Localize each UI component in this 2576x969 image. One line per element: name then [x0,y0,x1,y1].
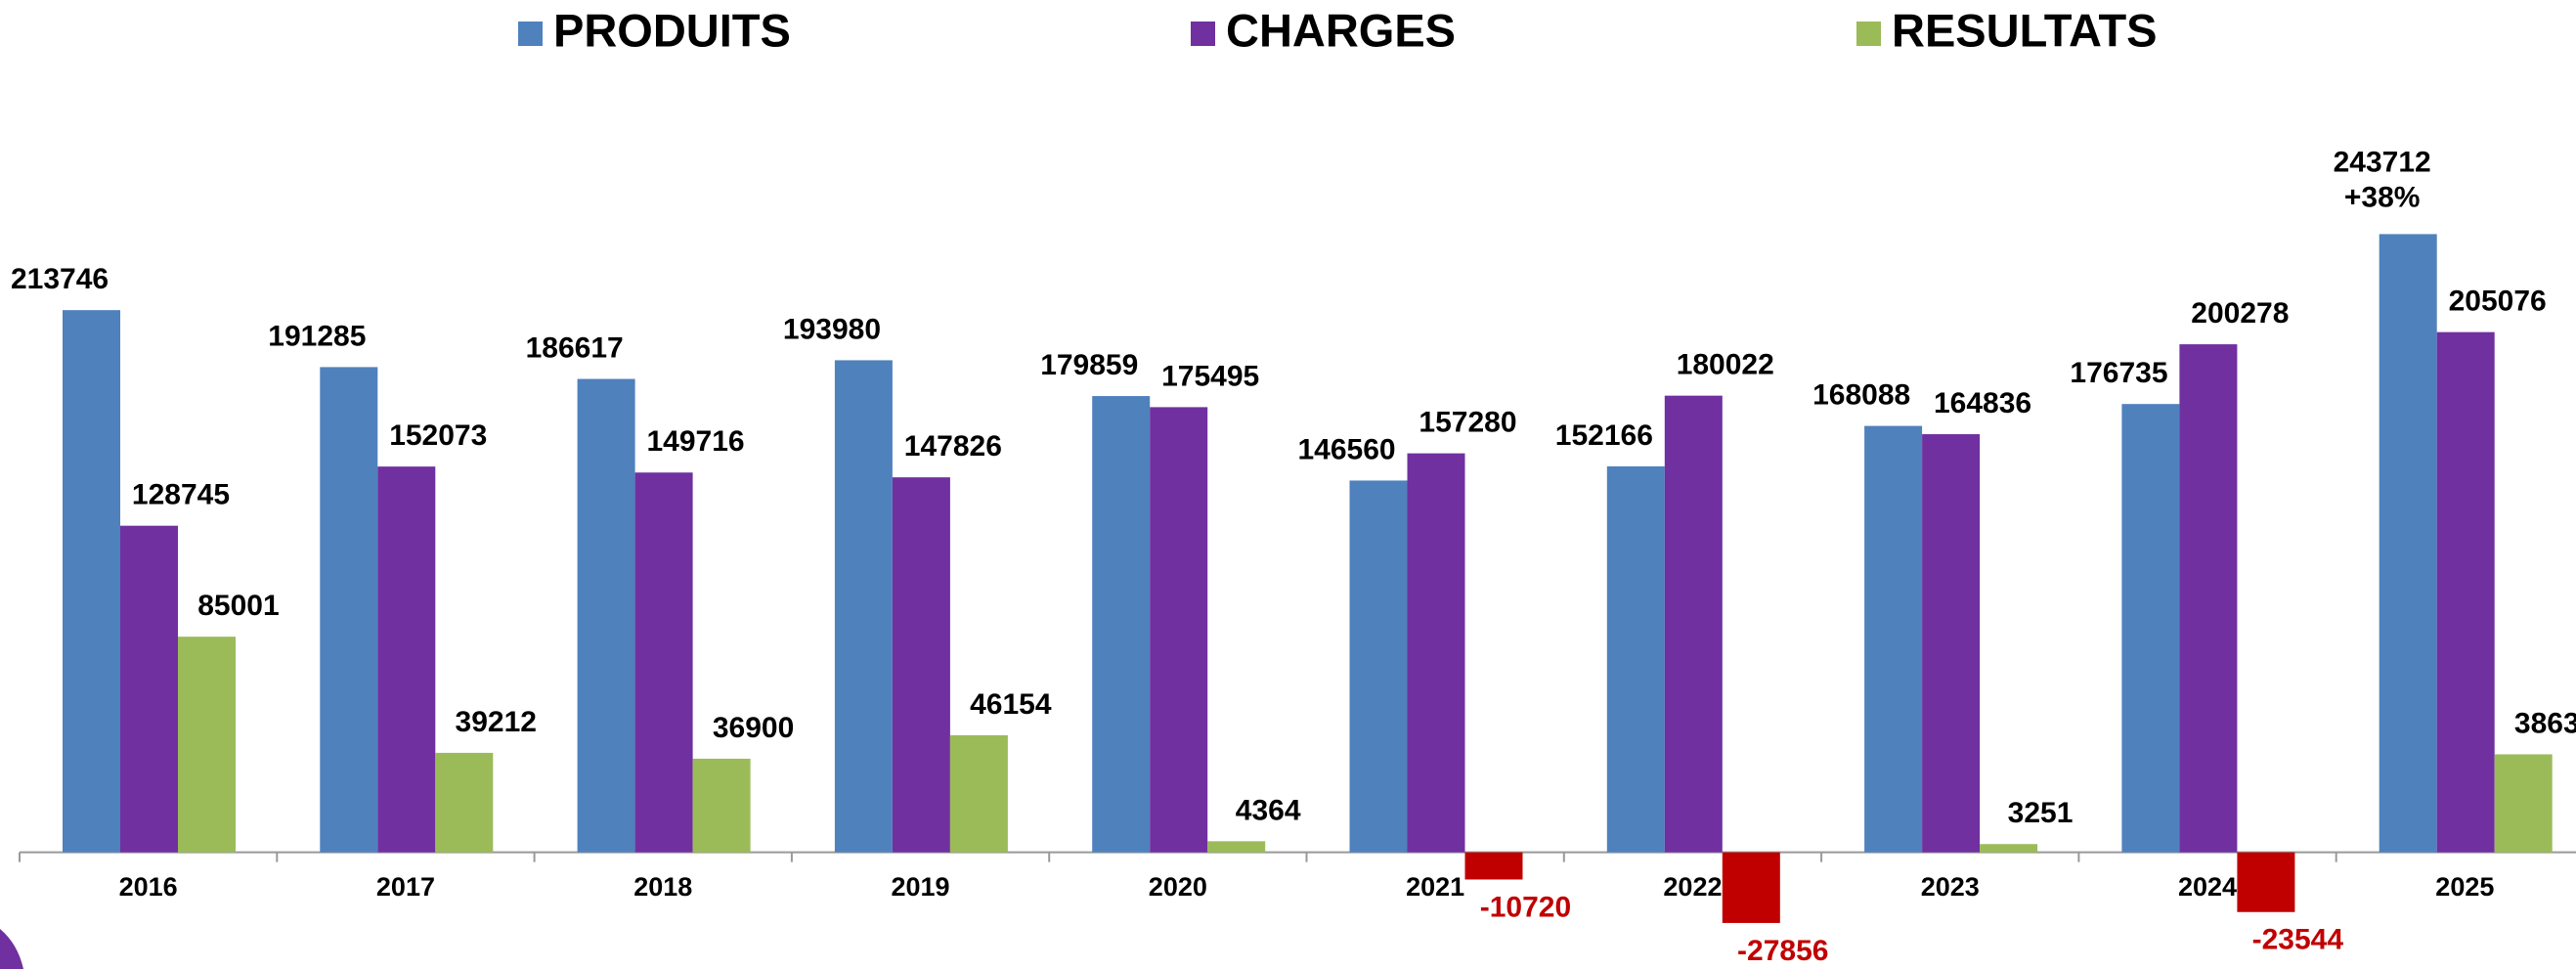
data-label: 147826 [904,430,1002,462]
legend-swatch [1191,22,1215,46]
x-tick-label: 2017 [376,872,435,902]
legend-swatch [518,22,543,46]
data-label: 180022 [1677,349,1774,381]
data-label: 38636 [2514,707,2576,739]
bar [949,734,1008,853]
data-label: 146560 [1297,433,1395,465]
bar [1864,425,1923,853]
data-label: 243712 [2334,146,2431,178]
bar [1150,407,1208,853]
corner-decoration [0,929,23,969]
data-label: 168088 [1812,379,1910,412]
bar [1664,395,1723,853]
data-label: 186617 [526,331,624,364]
bar [692,758,751,853]
bar [1349,480,1408,853]
data-label: 85001 [197,590,279,622]
bar [577,378,635,853]
bar [2121,404,2180,853]
bar [120,525,178,853]
data-label: 205076 [2449,286,2547,318]
x-tick-label: 2020 [1149,872,1207,902]
x-tick-label: 2018 [633,872,692,902]
data-label: -23544 [2252,924,2344,956]
x-tick-label: 2022 [1663,872,1722,902]
data-label: 128745 [132,479,230,511]
annotation: +38% [2344,181,2421,213]
data-label: 3251 [2008,797,2074,829]
data-label: 179859 [1040,349,1138,381]
data-label: 152073 [389,419,487,452]
data-label: 149716 [646,425,744,458]
legend-label: CHARGES [1226,4,1456,56]
legend-label: RESULTATS [1892,4,2158,56]
bar [892,477,950,853]
x-tick-label: 2024 [2178,872,2237,902]
bar [2494,754,2553,853]
data-label: 157280 [1419,407,1516,439]
bar [1980,844,2038,853]
bar [1722,852,1780,923]
x-tick-label: 2021 [1406,872,1464,902]
data-label: 4364 [1236,794,1301,826]
x-tick-label: 2023 [1921,872,1980,902]
bar [1092,396,1151,853]
data-label: 164836 [1934,387,2031,419]
bar [2379,234,2437,853]
data-label: 36900 [713,712,794,744]
data-label: 39212 [456,706,537,738]
bar [834,360,893,853]
data-label: 200278 [2191,297,2289,330]
x-tick-label: 2025 [2435,872,2494,902]
bar [178,637,236,853]
bar [320,367,378,853]
data-label: 191285 [268,320,366,352]
data-label: 213746 [11,263,109,295]
data-label: 152166 [1555,419,1653,452]
bar [377,466,436,853]
bar [2436,331,2495,853]
bar [1606,465,1665,853]
bar [1207,841,1266,853]
bar [63,310,120,853]
x-tick-label: 2016 [119,872,178,902]
data-label: 175495 [1161,360,1259,392]
bar [1407,453,1465,853]
bar [634,472,693,853]
bar [435,752,494,853]
x-tick-label: 2019 [892,872,950,902]
bar [1922,434,1981,853]
legend-label: PRODUITS [553,4,791,56]
data-label: -10720 [1480,891,1571,923]
bar [2179,344,2238,853]
bar [2237,852,2295,912]
bar [1464,852,1523,880]
data-label: -27856 [1737,935,1828,967]
data-label: 176735 [2070,357,2167,389]
legend-swatch [1856,22,1881,46]
data-label: 46154 [970,688,1052,721]
data-label: 193980 [783,313,881,345]
